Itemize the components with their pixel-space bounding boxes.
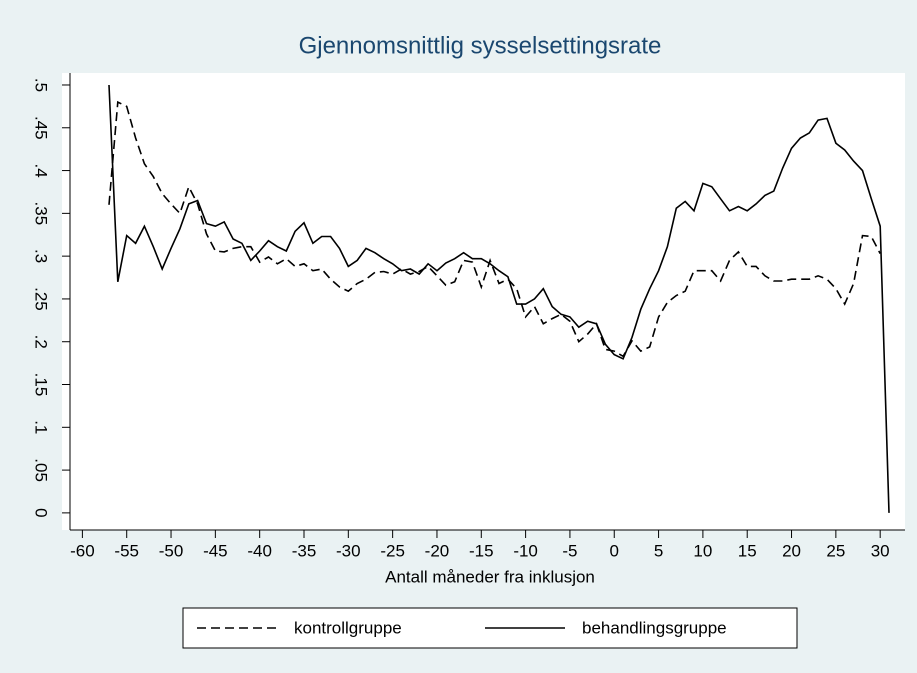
y-tick-label: .35 (32, 202, 51, 226)
x-tick-label: 20 (782, 541, 801, 560)
x-tick-label: -35 (292, 541, 317, 560)
x-tick-label: 0 (610, 541, 619, 560)
x-tick-label: -15 (469, 541, 494, 560)
y-tick-label: 0 (32, 508, 51, 517)
y-tick-label: .45 (32, 116, 51, 140)
series-line (108, 84, 890, 513)
x-tick-label: -60 (70, 541, 95, 560)
chart-title: Gjennomsnittlig sysselsettingsrate (299, 32, 662, 59)
y-tick-label: .4 (32, 163, 51, 177)
x-tick-label: -25 (380, 541, 405, 560)
x-tick-label: -55 (114, 541, 139, 560)
y-tick-label: .3 (32, 249, 51, 263)
y-tick-label: .25 (32, 287, 51, 311)
x-tick-label: -45 (203, 541, 228, 560)
series-line (108, 100, 881, 358)
x-tick-label: 30 (871, 541, 890, 560)
y-tick-label: .1 (32, 420, 51, 434)
x-tick-label: -20 (425, 541, 450, 560)
legend-label: behandlingsgruppe (582, 618, 727, 637)
x-axis-label: Antall måneder fra inklusjon (385, 567, 595, 586)
y-tick-label: .05 (32, 458, 51, 482)
x-tick-label: 5 (654, 541, 663, 560)
y-tick-label: .5 (32, 78, 51, 92)
x-tick-label: 15 (738, 541, 757, 560)
x-tick-label: -10 (513, 541, 538, 560)
y-tick-label: .2 (32, 335, 51, 349)
x-tick-label: 10 (693, 541, 712, 560)
x-tick-label: -50 (159, 541, 184, 560)
legend-label: kontrollgruppe (294, 618, 402, 637)
x-tick-label: 25 (826, 541, 845, 560)
y-tick-label: .15 (32, 373, 51, 397)
x-tick-label: -40 (247, 541, 272, 560)
x-tick-label: -30 (336, 541, 361, 560)
x-tick-label: -5 (562, 541, 577, 560)
plot-area (62, 73, 905, 530)
